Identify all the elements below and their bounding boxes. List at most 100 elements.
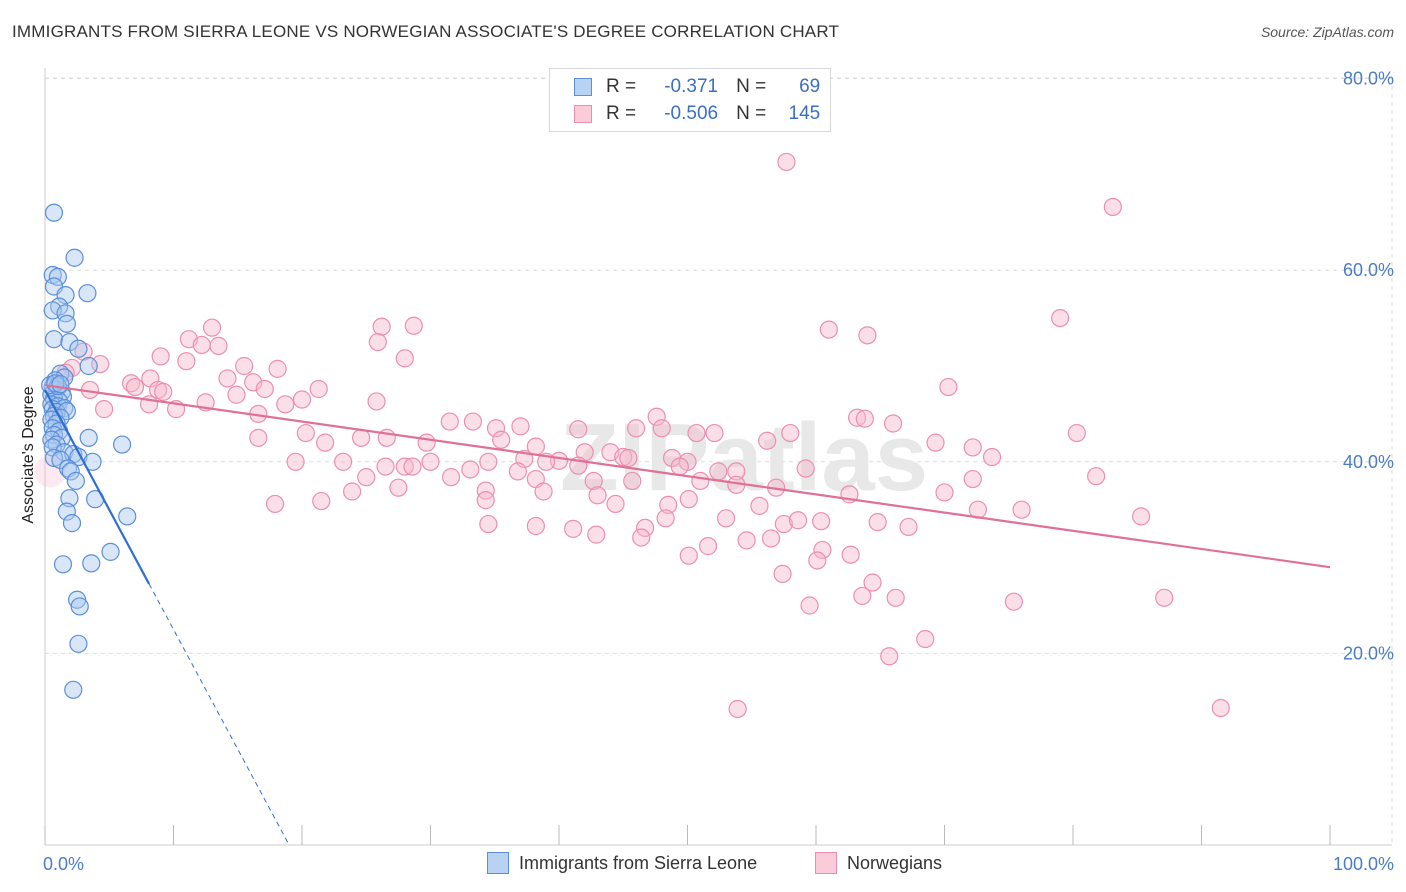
norwegian-point-118 xyxy=(1132,507,1151,526)
norwegian-point-0 xyxy=(777,152,796,172)
norwegian-point-59 xyxy=(758,431,777,450)
sierra-leone-point-16 xyxy=(79,356,98,376)
norwegian-point-93 xyxy=(441,468,461,487)
norwegian-point-49 xyxy=(569,420,588,439)
norwegian-point-61 xyxy=(926,433,945,452)
norwegian-point-50 xyxy=(626,419,646,438)
sierra-leone-point-10 xyxy=(57,314,76,333)
norwegian-point-75 xyxy=(286,452,305,471)
norwegian-point-119 xyxy=(774,514,793,534)
norwegian-point-12 xyxy=(74,342,93,361)
norwegian-point-large xyxy=(34,455,67,488)
legend-item-sierra-leone[interactable]: Immigrants from Sierra Leone xyxy=(487,852,757,874)
legend-row-norwegians: R = -0.506 N = 145 xyxy=(574,102,820,126)
norwegian-point-129 xyxy=(812,512,831,531)
norwegian-point-124 xyxy=(635,518,655,538)
sierra-leone-points xyxy=(41,203,137,699)
source-label: Source: ZipAtlas.com xyxy=(1260,24,1394,40)
y-tick-label-3: 80.0% xyxy=(1343,69,1394,89)
norwegian-point-79 xyxy=(421,452,440,471)
norwegian-point-148 xyxy=(982,447,1002,467)
sierra-leone-point-51 xyxy=(61,462,80,481)
y-tick-labels: 20.0% 40.0% 60.0% 80.0% xyxy=(1343,69,1394,664)
norwegian-point-30 xyxy=(154,382,173,401)
sierra-leone-trend-extension xyxy=(148,583,290,846)
y-axis-title: Associate's Degree xyxy=(20,386,37,523)
norwegian-point-51 xyxy=(652,419,671,438)
norwegian-point-3 xyxy=(202,318,222,337)
norwegian-point-9 xyxy=(192,335,211,355)
norwegian-point-108 xyxy=(265,494,285,514)
norwegian-point-15 xyxy=(395,349,414,368)
sierra-leone-point-60 xyxy=(82,554,101,573)
norwegian-point-78 xyxy=(395,457,414,476)
y-tick-label-1: 40.0% xyxy=(1343,452,1394,472)
norwegian-point-52 xyxy=(705,423,724,443)
sierra-leone-point-1 xyxy=(65,248,84,267)
norwegian-point-26 xyxy=(255,379,274,399)
norwegian-point-123 xyxy=(479,514,498,534)
norwegian-point-40 xyxy=(647,407,666,426)
legend-item-norwegians[interactable]: Norwegians xyxy=(815,852,942,874)
norwegian-point-122 xyxy=(526,516,545,536)
norwegian-point-1 xyxy=(1103,197,1122,217)
norwegian-point-134 xyxy=(841,545,860,564)
legend-n-label-2: N = xyxy=(736,103,767,124)
norwegian-point-74 xyxy=(619,448,638,468)
bottom-legend: Immigrants from Sierra Leone Norwegians xyxy=(0,852,1406,878)
norwegian-point-138 xyxy=(853,586,872,606)
norwegian-point-44 xyxy=(463,412,483,431)
sierra-leone-point-5 xyxy=(78,284,97,303)
norwegian-point-131 xyxy=(737,531,756,550)
norwegians-points xyxy=(34,152,1230,719)
norwegian-point-103 xyxy=(476,481,495,500)
norwegian-point-133 xyxy=(813,540,832,560)
norwegian-point-31 xyxy=(227,385,246,404)
norwegian-point-53 xyxy=(781,423,800,443)
norwegian-point-130 xyxy=(761,529,781,548)
norwegian-point-42 xyxy=(939,377,958,397)
norwegian-point-140 xyxy=(886,588,905,607)
norwegian-point-23 xyxy=(244,373,263,392)
norwegian-point-106 xyxy=(343,482,362,501)
norwegian-point-62 xyxy=(963,438,982,457)
norwegian-point-63 xyxy=(1067,423,1086,443)
correlation-legend: R = -0.371 N = 69 R = -0.506 N = 145 xyxy=(549,68,831,132)
norwegian-point-111 xyxy=(679,490,698,509)
legend-r-label-2: R = xyxy=(606,103,637,124)
norwegian-point-6 xyxy=(819,320,838,339)
norwegian-point-25 xyxy=(125,377,145,397)
sierra-leone-point-55 xyxy=(57,502,76,521)
norwegian-point-89 xyxy=(796,459,815,478)
norwegian-point-58 xyxy=(316,433,335,452)
sierra-leone-point-45 xyxy=(112,435,132,454)
norwegian-point-113 xyxy=(750,496,769,515)
sierra-leone-point-64 xyxy=(64,680,83,699)
norwegian-point-80 xyxy=(479,452,498,471)
norwegian-point-64 xyxy=(417,433,436,452)
y-tick-label-2: 60.0% xyxy=(1343,260,1394,280)
sierra-leone-point-52 xyxy=(66,471,85,491)
x-tick-label-0: 0.0% xyxy=(43,854,84,874)
legend-n-label-1: N = xyxy=(736,76,767,97)
chart-title: IMMIGRANTS FROM SIERRA LEONE VS NORWEGIA… xyxy=(12,22,840,41)
norwegian-point-147 xyxy=(1211,698,1230,718)
sierra-leone-point-12 xyxy=(60,332,79,352)
norwegian-point-4 xyxy=(372,317,391,336)
norwegian-point-101 xyxy=(357,468,376,487)
norwegian-point-54 xyxy=(855,409,874,428)
norwegian-point-37 xyxy=(95,400,114,419)
norwegian-point-60 xyxy=(883,414,903,433)
sierra-leone-point-58 xyxy=(101,542,120,561)
sierra-leone-point-63 xyxy=(69,634,88,653)
norwegian-point-84 xyxy=(709,462,728,481)
norwegian-point-33 xyxy=(292,390,312,409)
sierra-leone-point-40 xyxy=(79,428,98,447)
norwegian-point-92 xyxy=(1087,467,1106,486)
watermark: ZIPatlas xyxy=(560,404,928,511)
norwegian-point-100 xyxy=(935,483,954,502)
norwegian-point-135 xyxy=(679,546,698,565)
norwegian-point-56 xyxy=(352,428,371,447)
norwegian-point-16 xyxy=(91,354,110,374)
norwegian-point-19 xyxy=(235,356,254,376)
